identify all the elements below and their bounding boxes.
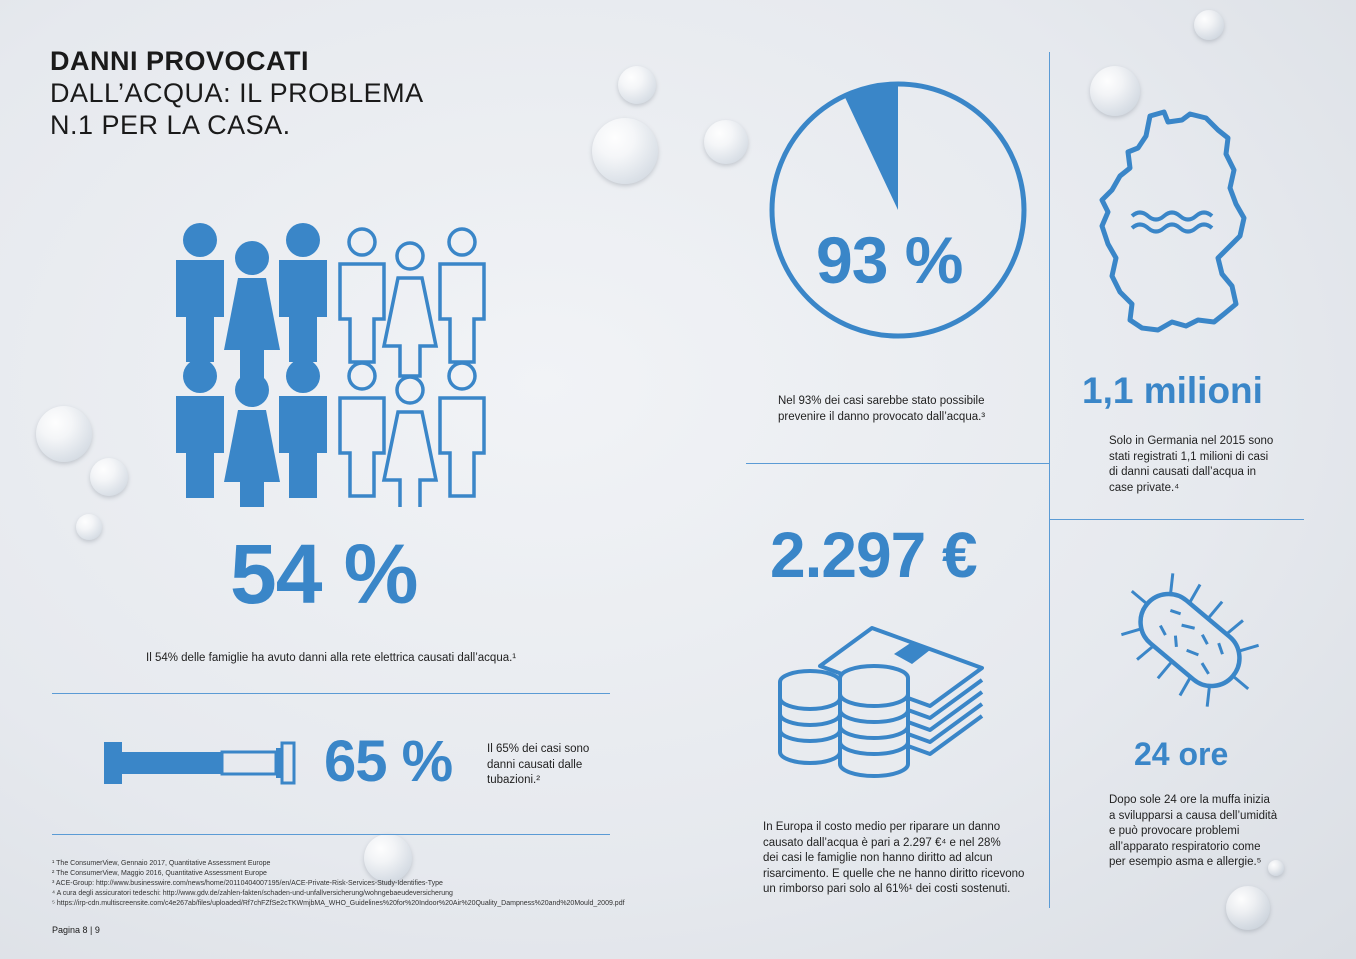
page-title: DANNI PROVOCATI — [50, 46, 310, 76]
divider — [52, 693, 610, 694]
water-drop — [1090, 66, 1140, 116]
stat-cost-caption: In Europa il costo medio per riparare un… — [763, 821, 1025, 895]
stat-cost-value: 2.297 € — [770, 519, 978, 591]
water-drop — [76, 514, 102, 540]
pipe-icon — [104, 741, 296, 785]
page-subtitle-line1: DALL’ACQUA: IL PROBLEMA — [50, 78, 424, 108]
water-drop — [618, 66, 656, 104]
water-drop — [36, 406, 92, 462]
page-subtitle-line2: N.1 PER LA CASA. — [50, 110, 291, 140]
water-drop — [90, 458, 128, 496]
page-number: Pagina 8 | 9 — [52, 925, 100, 935]
stat-germany-caption: Solo in Germania nel 2015 sono stati reg… — [1109, 435, 1274, 494]
pie-icon — [769, 81, 1027, 339]
water-drop — [1194, 10, 1224, 40]
water-drop — [364, 834, 412, 882]
divider — [52, 834, 610, 835]
footnote: ¹ The ConsumerView, Gennaio 2017, Quanti… — [52, 860, 271, 867]
water-drop — [1268, 860, 1284, 876]
stat-54-value: 54 % — [230, 527, 418, 621]
stat-93-caption: Nel 93% dei casi sarebbe stato possibile… — [778, 395, 986, 423]
coins-bills-icon — [778, 626, 984, 778]
footnote: ⁴ A cura degli assicuratori tedeschi: ht… — [52, 890, 453, 897]
footnote: ⁵ https://irp-cdn.multiscreensite.com/c4… — [52, 900, 625, 907]
stat-mould-value: 24 ore — [1134, 736, 1229, 772]
mould-bacteria-icon — [1120, 573, 1260, 707]
water-drop — [592, 118, 658, 184]
divider — [746, 463, 1049, 464]
people-icon — [176, 223, 486, 507]
divider — [1049, 519, 1304, 520]
stat-65-value: 65 % — [324, 729, 453, 794]
germany-map-icon — [1099, 109, 1247, 333]
water-drop — [1226, 886, 1270, 930]
stat-54-caption: Il 54% delle famiglie ha avuto danni all… — [146, 652, 517, 664]
stat-mould-caption: Dopo sole 24 ore la muffa inizia a svilu… — [1109, 794, 1278, 868]
stat-93-value: 93 % — [816, 223, 963, 297]
footnote: ² The ConsumerView, Maggio 2016, Quantit… — [52, 870, 267, 877]
stat-65-caption: Il 65% dei casi sono danni causati dalle… — [487, 743, 590, 786]
footnotes: ¹ The ConsumerView, Gennaio 2017, Quanti… — [52, 859, 625, 909]
footnote: ³ ACE-Group: http://www.businesswire.com… — [52, 880, 443, 887]
water-drop — [704, 120, 748, 164]
divider — [1049, 52, 1050, 908]
stat-germany-value: 1,1 milioni — [1082, 370, 1263, 411]
